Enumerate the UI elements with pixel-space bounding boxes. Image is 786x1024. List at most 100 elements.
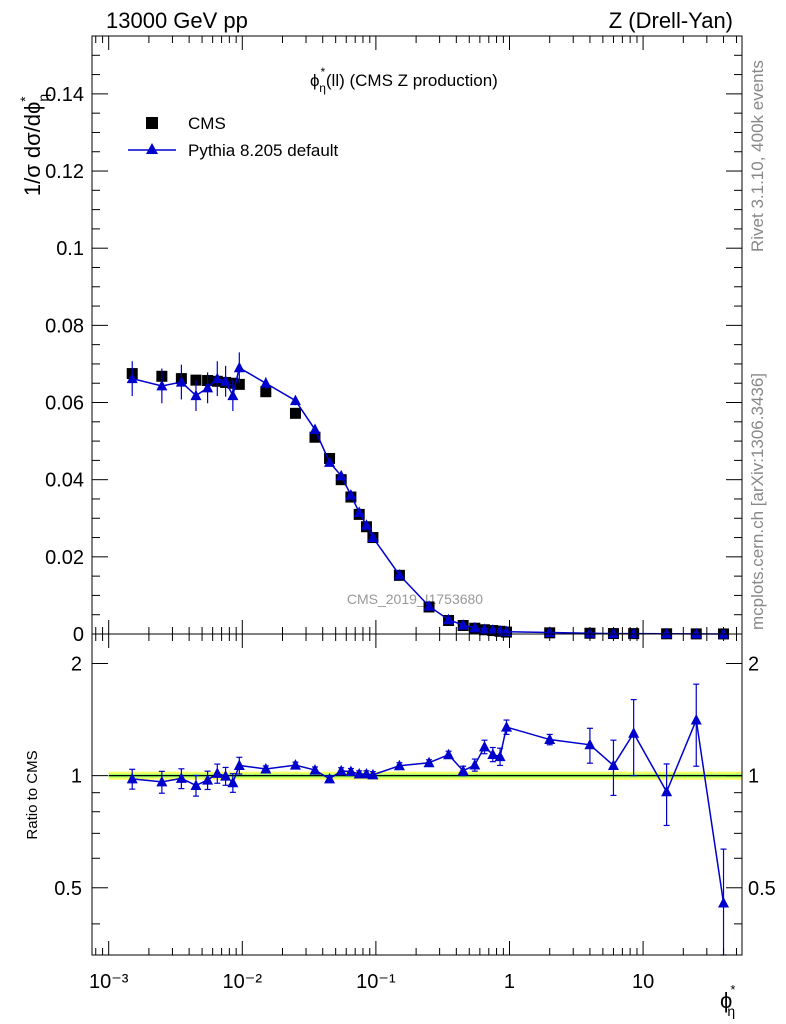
mc-point: [457, 619, 469, 630]
y-tick-label: 0.06: [45, 393, 84, 415]
ratio-point: [353, 768, 365, 779]
mc-point: [690, 627, 702, 639]
data-point: [260, 386, 272, 398]
header-left: 13000 GeV pp: [106, 8, 248, 33]
ratio-point: [202, 774, 214, 785]
mc-point: [260, 377, 272, 388]
y-tick-label: 0.12: [45, 161, 84, 183]
y-tick-label: 0.02: [45, 547, 84, 569]
ratio-point: [607, 759, 619, 770]
x-axis-label: ϕ* η: [720, 982, 735, 1019]
ratio-plot-area: [108, 683, 742, 956]
ratio-point: [175, 772, 187, 783]
legend-mc-label: Pythia 8.205 default: [188, 141, 339, 160]
watermark: CMS_2019_I1753680: [347, 591, 483, 607]
ratio-y-tick-label: 1: [748, 766, 759, 788]
y-tick-label: 0.04: [45, 470, 84, 492]
ratio-point: [126, 772, 138, 784]
ratio-point: [501, 721, 513, 732]
ratio-y-tick-label: 0.5: [54, 878, 82, 900]
plot-title: ϕ* η(ll) (CMS Z production): [310, 65, 498, 95]
x-tick-label: 10⁻²: [223, 971, 263, 993]
ratio-frame: [91, 633, 743, 956]
x-tick-label: 10⁻¹: [356, 971, 396, 993]
ratio-y-tick-label: 1: [71, 766, 82, 788]
ratio-point: [443, 748, 455, 760]
mc-point: [309, 423, 321, 435]
ratio-y-tick-label: 0.5: [748, 878, 776, 900]
y-tick-label: 0.1: [56, 238, 84, 260]
mc-point: [233, 361, 245, 373]
rivet-label: Rivet 3.1.10, 400k events: [748, 60, 767, 252]
mc-point: [190, 389, 202, 401]
ratio-point: [469, 758, 481, 770]
ratio-point: [309, 764, 321, 775]
legend-data-label: CMS: [188, 114, 226, 133]
mc-point: [367, 531, 379, 543]
ratio-point: [335, 764, 347, 776]
ratio-point: [457, 764, 469, 776]
ratio-point: [494, 750, 506, 762]
mc-point: [469, 621, 481, 633]
data-point: [309, 431, 321, 443]
mc-point: [126, 372, 138, 384]
y-tick-label: 0.08: [45, 315, 84, 337]
y-tick-label: 0.14: [45, 84, 84, 106]
ratio-point: [220, 770, 232, 781]
ratio-point: [289, 759, 301, 770]
ratio-point: [478, 740, 490, 752]
data-point: [233, 378, 245, 390]
mc-point: [335, 469, 347, 481]
source-label: mcplots.cern.ch [arXiv:1306.3436]: [748, 373, 767, 630]
ratio-point: [190, 779, 202, 790]
mc-point: [393, 568, 405, 580]
ratio-point: [718, 897, 730, 908]
legend-mc-marker: [146, 143, 158, 154]
mc-point: [353, 506, 365, 517]
mc-point: [227, 389, 239, 401]
ratio-point: [233, 759, 245, 770]
mc-point: [202, 381, 214, 393]
mc-point: [175, 376, 187, 387]
x-tick-label: 1: [504, 971, 515, 993]
ratio-point: [423, 756, 435, 768]
ratio-point: [211, 767, 223, 778]
mc-point: [220, 375, 232, 386]
ratio-y-label: Ratio to CMS: [24, 750, 41, 839]
mc-point: [324, 456, 336, 467]
ratio-y-tick-label: 2: [71, 653, 82, 675]
x-tick-label: 10: [632, 971, 654, 993]
ratio-point: [345, 765, 357, 777]
mc-line: [132, 366, 724, 635]
ratio-y-tick-label: 2: [748, 653, 759, 675]
ratio-point: [324, 772, 336, 784]
mc-point: [478, 623, 490, 634]
ratio-point: [156, 775, 168, 787]
mc-point: [360, 519, 372, 530]
mc-point: [289, 394, 301, 406]
ratio-point: [393, 759, 405, 771]
y-tick-label: 0: [73, 624, 84, 646]
ratio-point: [227, 776, 239, 788]
ratio-point: [584, 738, 596, 750]
mc-point: [423, 600, 435, 611]
x-tick-label: 10⁻³: [89, 971, 129, 993]
mc-point: [487, 624, 499, 635]
data-point: [289, 407, 301, 419]
ratio-point: [487, 748, 499, 759]
mc-point: [628, 627, 640, 639]
mc-point: [156, 379, 168, 391]
mc-point: [345, 489, 357, 500]
ratio-point: [661, 785, 673, 797]
plot-frames: 10⁻³ 10⁻² 10⁻¹ 1 10 0 0.02 0.04 0.06 0.08 0.1 0.12 0…: [45, 35, 776, 993]
mc-point: [211, 372, 223, 384]
mc-point: [443, 613, 455, 625]
ratio-line: [132, 717, 725, 904]
ratio-point: [628, 727, 640, 738]
ratio-point: [690, 714, 702, 725]
legend-data-marker: [146, 117, 158, 129]
ratio-point: [367, 768, 379, 780]
header-right: Z (Drell-Yan): [609, 8, 733, 33]
ratio-point: [544, 733, 556, 745]
